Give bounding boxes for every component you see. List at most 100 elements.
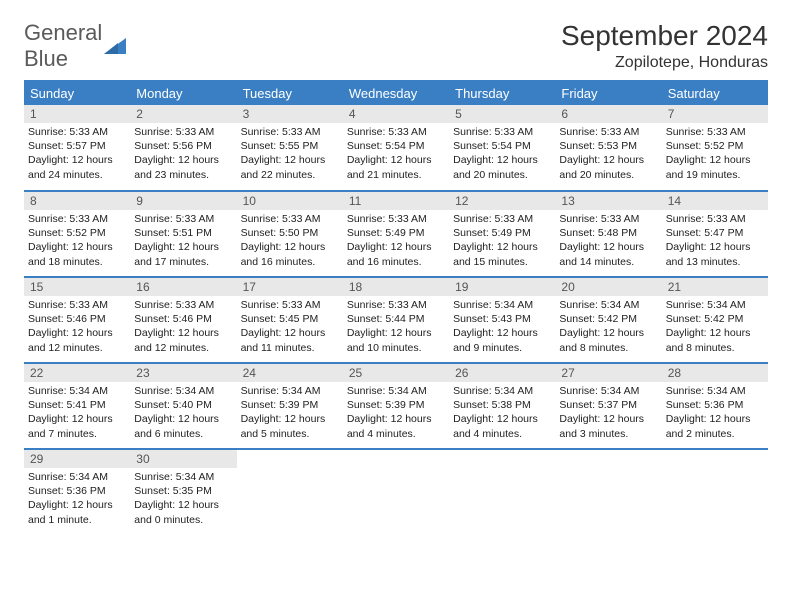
day-number: 22 xyxy=(24,364,130,382)
daylight-line: Daylight: 12 hours and 16 minutes. xyxy=(241,240,339,268)
sunset-line: Sunset: 5:36 PM xyxy=(666,398,764,412)
day-body: Sunrise: 5:34 AMSunset: 5:42 PMDaylight:… xyxy=(662,296,768,357)
sunrise-line: Sunrise: 5:33 AM xyxy=(241,298,339,312)
day-body: Sunrise: 5:33 AMSunset: 5:56 PMDaylight:… xyxy=(130,123,236,184)
sunrise-line: Sunrise: 5:33 AM xyxy=(28,298,126,312)
sunrise-line: Sunrise: 5:33 AM xyxy=(559,212,657,226)
daylight-line: Daylight: 12 hours and 20 minutes. xyxy=(559,153,657,181)
sunrise-line: Sunrise: 5:33 AM xyxy=(559,125,657,139)
sunrise-line: Sunrise: 5:34 AM xyxy=(134,384,232,398)
day-cell: 25Sunrise: 5:34 AMSunset: 5:39 PMDayligh… xyxy=(343,363,449,449)
logo-text: General Blue xyxy=(24,20,102,72)
day-body: Sunrise: 5:33 AMSunset: 5:44 PMDaylight:… xyxy=(343,296,449,357)
sunset-line: Sunset: 5:39 PM xyxy=(347,398,445,412)
day-cell: 14Sunrise: 5:33 AMSunset: 5:47 PMDayligh… xyxy=(662,191,768,277)
sunset-line: Sunset: 5:53 PM xyxy=(559,139,657,153)
day-number: 25 xyxy=(343,364,449,382)
day-cell: 7Sunrise: 5:33 AMSunset: 5:52 PMDaylight… xyxy=(662,105,768,191)
day-number: 28 xyxy=(662,364,768,382)
day-number: 10 xyxy=(237,192,343,210)
sunset-line: Sunset: 5:56 PM xyxy=(134,139,232,153)
sunset-line: Sunset: 5:49 PM xyxy=(453,226,551,240)
day-number: 9 xyxy=(130,192,236,210)
daylight-line: Daylight: 12 hours and 15 minutes. xyxy=(453,240,551,268)
daylight-line: Daylight: 12 hours and 21 minutes. xyxy=(347,153,445,181)
col-sunday: Sunday xyxy=(24,82,130,105)
day-cell: 24Sunrise: 5:34 AMSunset: 5:39 PMDayligh… xyxy=(237,363,343,449)
day-number: 1 xyxy=(24,105,130,123)
day-number: 20 xyxy=(555,278,661,296)
sunrise-line: Sunrise: 5:34 AM xyxy=(666,384,764,398)
day-cell: 23Sunrise: 5:34 AMSunset: 5:40 PMDayligh… xyxy=(130,363,236,449)
day-cell: 13Sunrise: 5:33 AMSunset: 5:48 PMDayligh… xyxy=(555,191,661,277)
sunset-line: Sunset: 5:40 PM xyxy=(134,398,232,412)
sunrise-line: Sunrise: 5:33 AM xyxy=(453,212,551,226)
title-block: September 2024 Zopilotepe, Honduras xyxy=(561,20,768,72)
daylight-line: Daylight: 12 hours and 20 minutes. xyxy=(453,153,551,181)
week-row: 22 Sunrise: 5:34 AM Sunset: 5:41 PMDayligh… xyxy=(24,363,768,449)
sunrise-line: Sunrise: 5:33 AM xyxy=(28,125,126,139)
day-cell: 5Sunrise: 5:33 AMSunset: 5:54 PMDaylight… xyxy=(449,105,555,191)
day-cell: 28Sunrise: 5:34 AMSunset: 5:36 PMDayligh… xyxy=(662,363,768,449)
day-number: 11 xyxy=(343,192,449,210)
daylight-line: Daylight: 12 hours and 7 minutes. xyxy=(28,412,126,440)
day-cell: 22Sunrise: 5:34 AMSunset: 5:41 PMDayligh… xyxy=(24,363,130,449)
day-cell: 1Sunrise: 5:33 AMSunset: 5:57 PMDaylight… xyxy=(24,105,130,191)
day-number: 2 xyxy=(130,105,236,123)
day-body: Sunrise: 5:33 AMSunset: 5:46 PMDaylight:… xyxy=(130,296,236,357)
daylight-line: Daylight: 12 hours and 23 minutes. xyxy=(134,153,232,181)
daylight-line: Daylight: 12 hours and 12 minutes. xyxy=(28,326,126,354)
daylight-line: Daylight: 12 hours and 11 minutes. xyxy=(241,326,339,354)
day-cell: 6Sunrise: 5:33 AMSunset: 5:53 PMDaylight… xyxy=(555,105,661,191)
sunrise-line: Sunrise: 5:34 AM xyxy=(241,384,339,398)
daylight-line: Daylight: 12 hours and 14 minutes. xyxy=(559,240,657,268)
sunrise-line: Sunrise: 5:34 AM xyxy=(666,298,764,312)
day-number: 8 xyxy=(24,192,130,210)
day-cell xyxy=(662,449,768,535)
daylight-line: Daylight: 12 hours and 10 minutes. xyxy=(347,326,445,354)
calendar-table: Sunday Monday Tuesday Wednesday Thursday… xyxy=(24,82,768,535)
sunset-line: Sunset: 5:54 PM xyxy=(453,139,551,153)
day-body: Sunrise: 5:33 AMSunset: 5:51 PMDaylight:… xyxy=(130,210,236,271)
day-body: Sunrise: 5:33 AMSunset: 5:45 PMDaylight:… xyxy=(237,296,343,357)
day-body: Sunrise: 5:33 AMSunset: 5:52 PMDaylight:… xyxy=(662,123,768,184)
sunset-line: Sunset: 5:46 PM xyxy=(134,312,232,326)
day-body: Sunrise: 5:33 AMSunset: 5:53 PMDaylight:… xyxy=(555,123,661,184)
day-body: Sunrise: 5:34 AMSunset: 5:39 PMDaylight:… xyxy=(343,382,449,443)
day-cell: 26Sunrise: 5:34 AMSunset: 5:38 PMDayligh… xyxy=(449,363,555,449)
sunrise-line: Sunrise: 5:34 AM xyxy=(559,384,657,398)
sunset-line: Sunset: 5:43 PM xyxy=(453,312,551,326)
day-cell: 18Sunrise: 5:33 AMSunset: 5:44 PMDayligh… xyxy=(343,277,449,363)
day-body: Sunrise: 5:34 AMSunset: 5:39 PMDaylight:… xyxy=(237,382,343,443)
day-number: 17 xyxy=(237,278,343,296)
week-row: 15Sunrise: 5:33 AMSunset: 5:46 PMDayligh… xyxy=(24,277,768,363)
day-cell: 17Sunrise: 5:33 AMSunset: 5:45 PMDayligh… xyxy=(237,277,343,363)
sunrise-line: Sunrise: 5:33 AM xyxy=(134,298,232,312)
sunset-line: Sunset: 5:41 PM xyxy=(28,398,126,412)
sunset-line: Sunset: 5:45 PM xyxy=(241,312,339,326)
week-row: 8Sunrise: 5:33 AMSunset: 5:52 PMDaylight… xyxy=(24,191,768,277)
day-cell: 4Sunrise: 5:33 AMSunset: 5:54 PMDaylight… xyxy=(343,105,449,191)
week-row: 1Sunrise: 5:33 AMSunset: 5:57 PMDaylight… xyxy=(24,105,768,191)
daylight-line: Daylight: 12 hours and 24 minutes. xyxy=(28,153,126,181)
day-cell: 8Sunrise: 5:33 AMSunset: 5:52 PMDaylight… xyxy=(24,191,130,277)
sunrise-line: Sunrise: 5:34 AM xyxy=(134,470,232,484)
sunset-line: Sunset: 5:38 PM xyxy=(453,398,551,412)
sunset-line: Sunset: 5:39 PM xyxy=(241,398,339,412)
location: Zopilotepe, Honduras xyxy=(561,54,768,72)
col-monday: Monday xyxy=(130,82,236,105)
sunset-line: Sunset: 5:52 PM xyxy=(666,139,764,153)
day-cell: 12Sunrise: 5:33 AMSunset: 5:49 PMDayligh… xyxy=(449,191,555,277)
day-number: 23 xyxy=(130,364,236,382)
day-number: 24 xyxy=(237,364,343,382)
sunrise-line: Sunrise: 5:33 AM xyxy=(347,212,445,226)
sunset-line: Sunset: 5:55 PM xyxy=(241,139,339,153)
month-title: September 2024 xyxy=(561,20,768,52)
sunset-line: Sunset: 5:51 PM xyxy=(134,226,232,240)
logo-text-blue: Blue xyxy=(24,46,68,71)
day-cell: 2Sunrise: 5:33 AMSunset: 5:56 PMDaylight… xyxy=(130,105,236,191)
day-number: 13 xyxy=(555,192,661,210)
daylight-line: Daylight: 12 hours and 16 minutes. xyxy=(347,240,445,268)
sunset-line: Sunset: 5:47 PM xyxy=(666,226,764,240)
sunrise-line: Sunrise: 5:33 AM xyxy=(347,298,445,312)
